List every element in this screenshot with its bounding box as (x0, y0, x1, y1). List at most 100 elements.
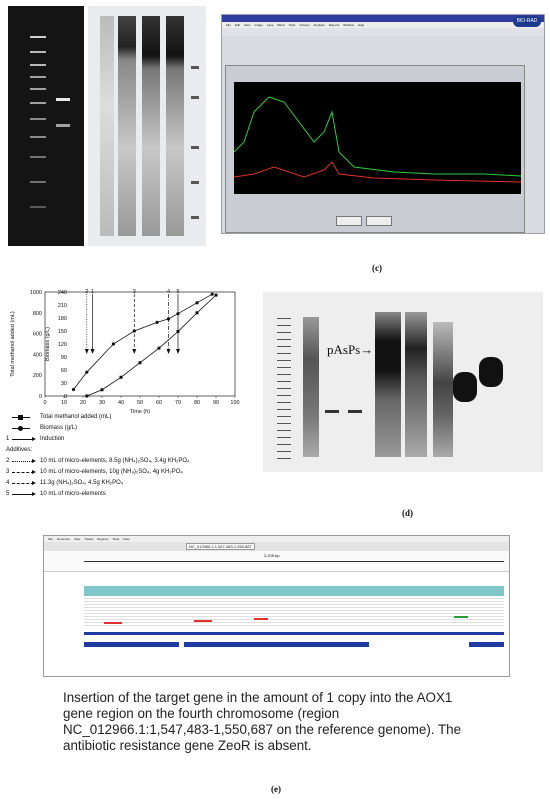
software-menu-item-reports[interactable]: Reports (328, 23, 340, 27)
igv-menu-item-tracks[interactable]: Tracks (84, 537, 94, 541)
plot-frame (44, 291, 236, 397)
y-left-tick-label: 600 (33, 332, 42, 338)
y-right-tick-label: 0 (64, 394, 67, 400)
legend-symbol (12, 481, 36, 485)
event-arrowhead (166, 349, 171, 354)
legend-row: 2 10 mL of micro-elements, 8.5g (NH₄)₂SO₄… (6, 456, 256, 467)
igv-browser-window: File Genomes View Tracks Regions Tools Help NC… (43, 535, 510, 677)
y-right-axis-label: Biomass (g/L) (45, 327, 51, 361)
y-left-tick-label: 200 (33, 373, 42, 379)
sds-page-gel: pAsPs→ (263, 292, 543, 472)
toolbar (222, 28, 544, 36)
y-right-tick-label: 180 (58, 316, 67, 322)
event-label: 5 (176, 289, 179, 295)
x-tick-label: 60 (156, 400, 162, 406)
biorad-logo: BIO-RAD (513, 16, 541, 27)
panel-label-e: (e) (271, 784, 281, 794)
x-tick-label: 40 (118, 400, 124, 406)
densitogram-plot (233, 82, 522, 194)
legend-text: 10 mL of micro-elements, 10g (NH₄)₂SO₄, … (40, 469, 183, 475)
legend-text: Total methanol added (mL) (40, 414, 112, 420)
lane-profile-dialog (225, 65, 525, 233)
series-line-0 (86, 294, 217, 397)
software-menu-item-tools[interactable]: Tools (288, 23, 296, 27)
x-tick-label: 80 (194, 400, 200, 406)
data-point-circle (195, 301, 199, 305)
done-button[interactable] (336, 216, 362, 226)
data-point-square (138, 361, 142, 365)
software-menu-item-lane[interactable]: Lane (266, 23, 274, 27)
data-point-circle (155, 320, 159, 324)
igv-menu-item-help[interactable]: Help (123, 537, 130, 541)
x-tick-label: 10 (61, 400, 67, 406)
chart-legend: Total methanol added (mL) Biomass (g/L) 1 I… (6, 412, 256, 500)
data-point-circle (111, 342, 115, 346)
y-right-tick-label: 120 (58, 342, 67, 348)
locus-input[interactable]: NC_012966.1:1,547,483-1,550,687 (186, 543, 255, 550)
data-point-circle (85, 370, 89, 374)
event-arrowhead (90, 349, 95, 354)
legend-key: 4 (6, 480, 10, 486)
fermentation-chart: 0 10 20 30 40 50 60 70 80 90 100020040060080010000… (10, 289, 240, 415)
data-point-square (157, 346, 161, 350)
event-label: 1 (91, 289, 94, 295)
legend-symbol (12, 459, 36, 463)
event-label: 3 (133, 289, 136, 295)
data-point-square (195, 311, 199, 315)
software-menu-item-band[interactable]: Band (277, 23, 285, 27)
legend-text: Induction (40, 436, 65, 442)
event-label: 4 (167, 289, 170, 295)
y-right-tick-label: 240 (58, 290, 67, 296)
software-menu-bar: File Edit View Image Lane Band Tools Volume Anal… (222, 22, 544, 28)
ruler-track: 3,205 bp (44, 551, 509, 572)
software-menu-item-file[interactable]: File (226, 23, 231, 27)
data-point-circle (210, 292, 214, 296)
data-point-square (100, 388, 104, 392)
software-menu-item-analysis[interactable]: Analysis (313, 23, 325, 27)
panel-label-d: (d) (402, 508, 413, 518)
y-left-tick-label: 0 (39, 394, 42, 400)
span-label: 3,205 bp (264, 553, 280, 558)
y-left-tick-label: 1000 (30, 290, 42, 296)
igv-menu-item-tools[interactable]: Tools (112, 537, 120, 541)
legend-row: Biomass (g/L) (6, 423, 256, 434)
software-menu-item-view[interactable]: View (244, 23, 251, 27)
x-tick-label: 90 (213, 400, 219, 406)
alignment-track (84, 598, 504, 626)
legend-symbol (12, 437, 36, 441)
software-menu-item-window[interactable]: Window (343, 23, 354, 27)
software-menu-item-edit[interactable]: Edit (234, 23, 241, 27)
software-menu-item-image[interactable]: Image (254, 23, 263, 27)
software-menu-item-volume[interactable]: Volume (299, 23, 310, 27)
window-title-bar (222, 15, 544, 22)
y-left-tick-label: 800 (33, 311, 42, 317)
y-right-tick-label: 150 (58, 329, 67, 335)
x-tick-label: 100 (230, 400, 239, 406)
igv-menu-item-file[interactable]: File (48, 537, 53, 541)
event-arrowhead (176, 349, 180, 354)
igv-menu-item-regions[interactable]: Regions (97, 537, 109, 541)
legend-symbol (12, 492, 36, 496)
legend-row: 1 Induction (6, 434, 256, 445)
igv-menu-bar: File Genomes View Tracks Regions Tools Help (44, 536, 509, 542)
data-point-square (119, 375, 123, 379)
igv-menu-item-view[interactable]: View (73, 537, 81, 541)
igv-locus-bar: NC_012966.1:1,547,483-1,550,687 (44, 542, 509, 551)
coverage-track (84, 586, 504, 596)
software-menu-item-help[interactable]: Help (357, 23, 365, 27)
y-right-tick-label: 60 (61, 368, 67, 374)
legend-row: 5 10 mL of micro-elements (6, 489, 256, 500)
legend-symbol (12, 470, 36, 474)
legend-symbol (12, 415, 30, 420)
legend-row: Total methanol added (mL) (6, 412, 256, 423)
help-button[interactable] (366, 216, 392, 226)
legend-symbol (12, 426, 30, 431)
legend-key: 2 (6, 458, 10, 464)
legend-key: 3 (6, 469, 10, 475)
y-right-tick-label: 210 (58, 303, 67, 309)
legend-row: 4 11.3g (NH₄)₂SO₄, 4.5g KH₂PO₄ (6, 478, 256, 489)
x-tick-label: 0 (43, 400, 46, 406)
x-tick-label: 50 (137, 400, 143, 406)
igv-menu-item-genomes[interactable]: Genomes (56, 537, 70, 541)
agarose-gel-image (8, 6, 84, 246)
